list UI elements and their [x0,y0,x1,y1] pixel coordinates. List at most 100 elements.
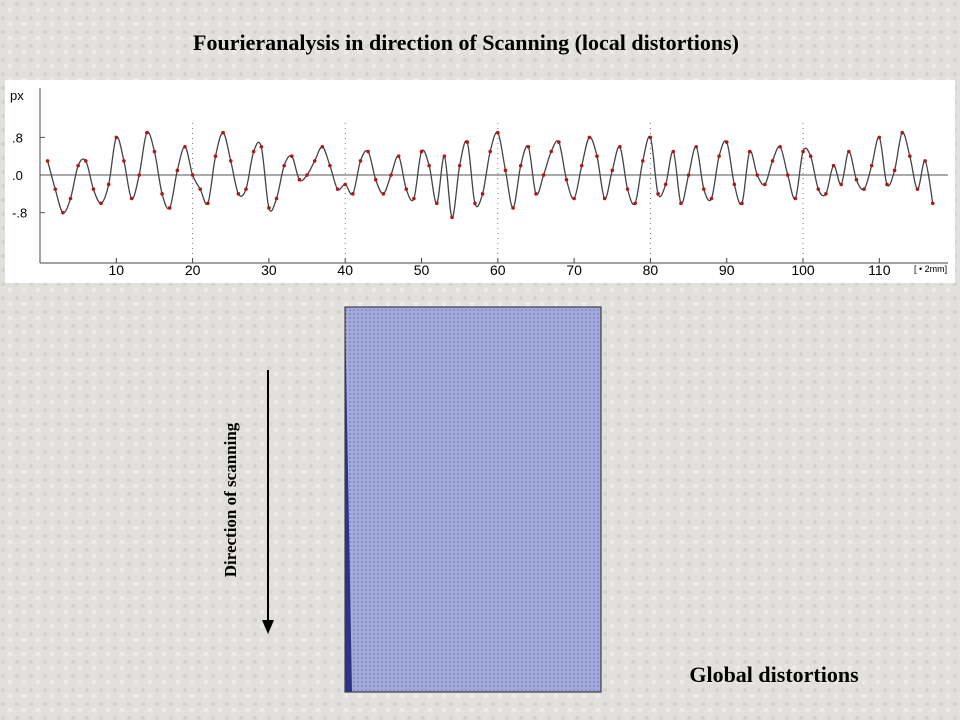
data-point [862,187,866,191]
data-point [930,201,935,206]
scan-direction-label: Direction of scanning [221,422,240,577]
data-point [167,206,172,210]
data-point [633,201,637,206]
data-point [381,192,386,196]
data-point [877,135,882,140]
data-point [412,196,416,201]
data-point [595,154,599,159]
data-point [839,182,843,187]
data-point [755,173,760,177]
data-point [267,206,271,210]
data-point [244,187,248,191]
data-point [404,187,409,191]
data-point [541,173,546,177]
data-point [915,187,920,191]
data-point [686,173,691,177]
global-distortion [345,307,352,692]
data-point [831,163,836,168]
x-tick-label: 100 [791,262,815,278]
data-point [305,173,309,177]
data-point [579,163,584,168]
data-point [221,130,225,135]
data-point [694,145,699,149]
data-point [76,163,80,168]
data-point [373,177,378,182]
data-point [785,173,790,177]
data-point [656,192,660,196]
data-point [312,159,317,163]
data-point [602,196,607,201]
data-point [289,154,294,159]
y-tick-label: .8 [12,130,23,145]
data-point [434,201,439,206]
data-point [923,159,927,163]
data-point [778,145,782,149]
data-point [503,168,508,173]
data-point [671,149,676,154]
data-point [869,163,874,168]
data-point [717,154,721,159]
data-point [640,159,645,163]
data-point [724,140,729,144]
data-point [320,145,325,149]
data-point [892,168,897,173]
x-tick-label: 20 [185,262,201,278]
data-point [770,159,775,163]
data-point [190,173,195,177]
data-point [610,168,615,173]
data-point [793,196,798,201]
data-point [900,130,905,135]
data-point [343,182,348,187]
data-point [816,187,821,191]
scan-area [344,306,602,693]
x-tick-label: 110 [868,262,891,278]
data-point [847,149,851,154]
x-tick-label: 10 [109,262,125,278]
data-point [618,145,622,149]
data-point [61,210,65,215]
data-point [747,149,752,154]
data-point [45,159,50,163]
data-point [625,187,630,191]
data-point [160,192,164,196]
data-point [526,145,531,149]
data-point [183,145,187,149]
x-axis-label: [ • 2mm] [914,264,947,274]
caption: Global distortions [689,662,859,687]
x-tick-label: 90 [719,262,735,278]
data-point [83,159,88,163]
data-point [129,196,134,201]
data-point [801,149,805,154]
data-point [274,196,279,201]
data-point [175,168,180,173]
data-point [480,192,485,196]
data-point [351,192,355,196]
data-point [854,177,859,182]
x-tick-label: 50 [414,262,430,278]
data-point [366,149,370,154]
data-point [908,154,912,159]
data-point [99,201,103,206]
data-point [389,173,393,177]
data-point [824,192,828,196]
y-tick-label: .0 [12,168,23,183]
data-point [473,201,477,206]
data-point [732,182,737,187]
data-point [53,187,58,191]
data-point [457,163,462,168]
data-point [152,149,157,154]
chart-title: Fourieranalysis in direction of Scanning… [193,30,739,55]
data-point [427,163,431,168]
data-point [885,182,889,187]
data-point [106,182,111,187]
data-point [335,187,340,191]
data-point [702,187,706,191]
data-point [358,159,363,163]
data-point [496,130,500,135]
data-point [534,192,538,196]
y-tick-label: -.8 [12,206,27,221]
data-point [282,163,286,168]
data-point [564,177,569,182]
